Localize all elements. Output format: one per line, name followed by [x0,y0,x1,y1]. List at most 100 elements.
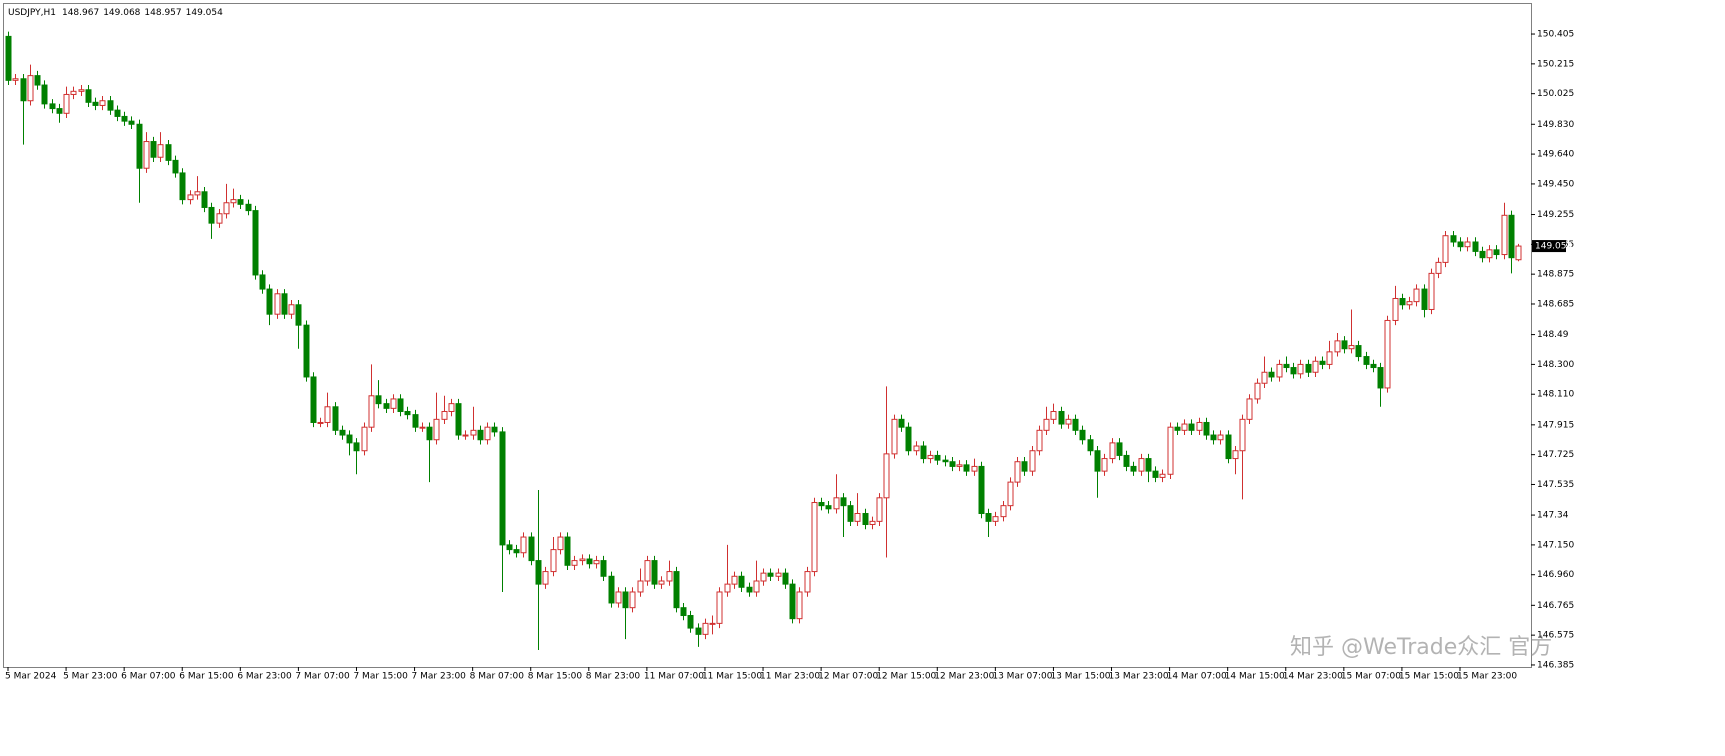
candle-body [56,108,63,114]
candle-body [237,199,244,205]
candle-body [353,442,360,452]
candle-body [1312,360,1319,373]
candle-body [716,591,723,624]
candle-body [862,513,869,525]
candle-body [637,580,644,593]
x-tick-label: 11 Mar 15:00 [702,672,762,682]
candle-body [520,536,527,554]
candle-body [85,89,92,103]
candle-body [1007,481,1014,507]
candle-body [992,516,999,522]
symbol-title: USDJPY,H1 [8,8,56,18]
candle-body [825,505,832,510]
x-tick-label: 7 Mar 15:00 [353,672,408,682]
x-tick-label: 14 Mar 07:00 [1167,672,1227,682]
candle-body [281,293,288,315]
candle-body [288,304,295,315]
candle-body [1384,319,1391,389]
y-tick-label: 149.255 [1537,210,1574,220]
x-tick-label: 13 Mar 23:00 [1109,672,1169,682]
candle-body [840,497,847,507]
candle-body [1290,367,1297,375]
candle-body [1050,410,1057,420]
candle-body [1130,465,1137,472]
x-tick-label: 11 Mar 23:00 [760,672,820,682]
candle-body [412,414,419,428]
candle-body [963,464,970,472]
candle-body [1355,345,1362,358]
candle-body [1276,363,1283,378]
candle-body [1101,458,1108,472]
candle-body [1210,434,1217,441]
candle-body [695,627,702,635]
candle-body [332,406,339,431]
candle-body [121,115,128,122]
candle-body [1486,249,1493,259]
candle-body [586,558,593,565]
candle-body [143,141,150,169]
candle-body [1181,423,1188,431]
x-tick-label: 14 Mar 15:00 [1225,672,1285,682]
candle-body [136,123,143,169]
candle-body [687,615,694,629]
candle-body [579,558,586,562]
y-tick-label: 150.215 [1537,59,1574,69]
chart-header: USDJPY,H1 148.967 149.068 148.957 149.054 [8,8,223,18]
candle-body [1370,363,1377,369]
price-marker-label: 149.054 [1535,242,1572,252]
y-tick-label: 146.765 [1537,601,1574,611]
candle-body [172,159,179,174]
x-tick-label: 6 Mar 15:00 [179,672,234,682]
candle-body [1493,249,1500,256]
candle-body [303,324,310,378]
candle-body [1145,458,1152,472]
candle-body [811,502,818,573]
candle-body [187,194,194,201]
candle-body [1399,297,1406,306]
candle-body [1029,450,1036,472]
candle-body [295,304,302,326]
candle-body [956,464,963,467]
candle-body [658,580,665,585]
candle-body [934,454,941,461]
candle-body [709,622,716,625]
candle-body [194,191,201,196]
candle-body [622,591,629,609]
y-tick-label: 148.685 [1537,299,1574,309]
candle-body [869,520,876,525]
candle-body [746,586,753,593]
candle-body [1232,450,1239,460]
candle-body [550,549,557,573]
candle-body [724,583,731,593]
candle-body [208,206,215,224]
x-tick-label: 8 Mar 07:00 [470,672,525,682]
y-tick-label: 146.385 [1537,660,1574,670]
candle-body [1363,356,1370,365]
candle-body [818,502,825,507]
candle-body [600,560,607,577]
candle-body [978,465,985,515]
candle-body [1450,235,1457,243]
y-tick-label: 149.640 [1537,150,1574,160]
candle-body [339,429,346,436]
x-tick-label: 11 Mar 07:00 [644,672,704,682]
candle-body [542,571,549,585]
candle-body [1261,371,1268,384]
y-tick-label: 148.300 [1537,360,1574,370]
x-tick-label: 12 Mar 07:00 [818,672,878,682]
candle-body [1159,473,1166,478]
candle-body [942,459,949,463]
x-tick-label: 6 Mar 23:00 [237,672,292,682]
candle-body [1283,363,1290,369]
candle-body [804,571,811,593]
candle-body [854,513,861,522]
candle-body [1138,458,1145,472]
candle-body [891,418,898,455]
candle-body [448,403,455,412]
candle-body [1167,426,1174,475]
candle-body [1058,410,1065,425]
candle-body [775,572,782,577]
candle-body [1036,429,1043,452]
x-tick-label: 8 Mar 15:00 [528,672,583,682]
candle-body [789,583,796,620]
